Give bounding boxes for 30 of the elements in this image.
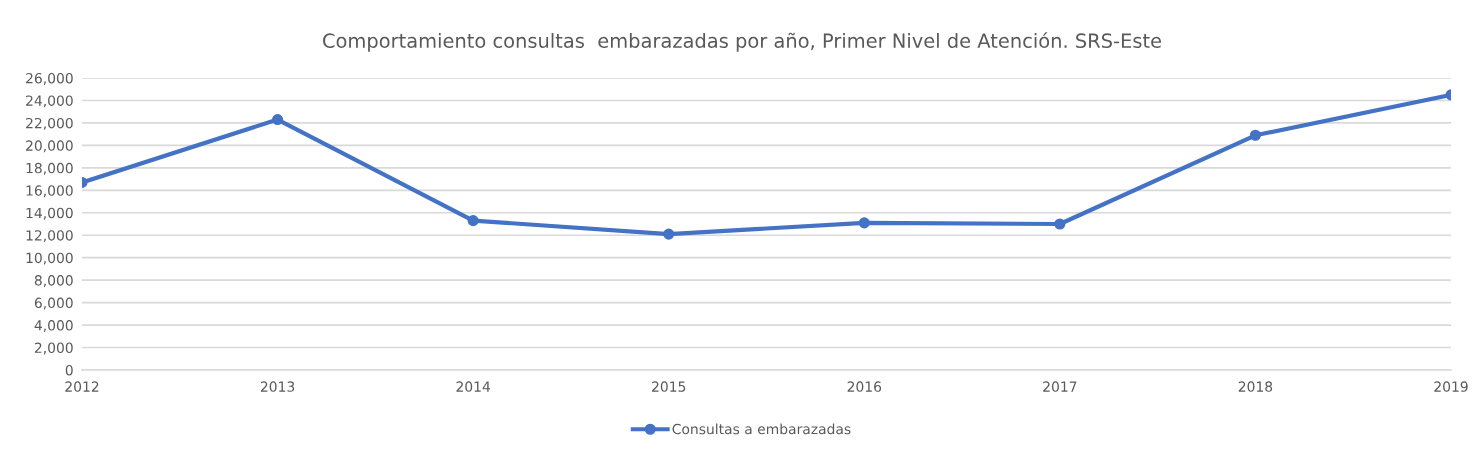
y-tick-label: 14,000 (26, 207, 73, 220)
point (467, 215, 479, 227)
y-tick-label: 16,000 (26, 185, 73, 198)
x-tick-label: 2017 (1043, 381, 1077, 392)
y-tick-label: 2,000 (34, 342, 73, 355)
y-tick-label: 0 (65, 364, 73, 376)
y-tick-label: 8,000 (34, 275, 73, 288)
x-tick-label: 2016 (847, 381, 882, 392)
x-tick-label: 2013 (260, 381, 295, 392)
x-tick-label: 2015 (652, 381, 686, 392)
x-tick-label: 2014 (456, 381, 491, 392)
point (858, 217, 870, 229)
x-tick-label: 2012 (65, 381, 99, 392)
y-tick-label: 26,000 (26, 72, 73, 85)
y-tick-label: 20,000 (26, 140, 73, 153)
y-tick-label: 6,000 (34, 297, 73, 310)
point (1249, 129, 1261, 141)
x-tick-label: 2018 (1238, 381, 1273, 392)
y-tick-label: 12,000 (26, 230, 73, 243)
point (1054, 218, 1066, 230)
chart-title: Comportamiento consultas embarazadas por año, Primer Nivel de Atención. SRS-Este (323, 32, 1162, 52)
y-tick-label: 4,000 (34, 320, 73, 332)
y-tick-label: 22,000 (26, 117, 73, 130)
y-tick-label: 18,000 (26, 162, 73, 175)
x-tick-label: 2019 (1434, 381, 1468, 392)
y-tick-label: 10,000 (26, 252, 73, 265)
point (663, 228, 675, 240)
legend-label: Consultas a embarazadas (672, 423, 851, 435)
y-tick-label: 24,000 (26, 95, 73, 108)
point (272, 113, 284, 126)
